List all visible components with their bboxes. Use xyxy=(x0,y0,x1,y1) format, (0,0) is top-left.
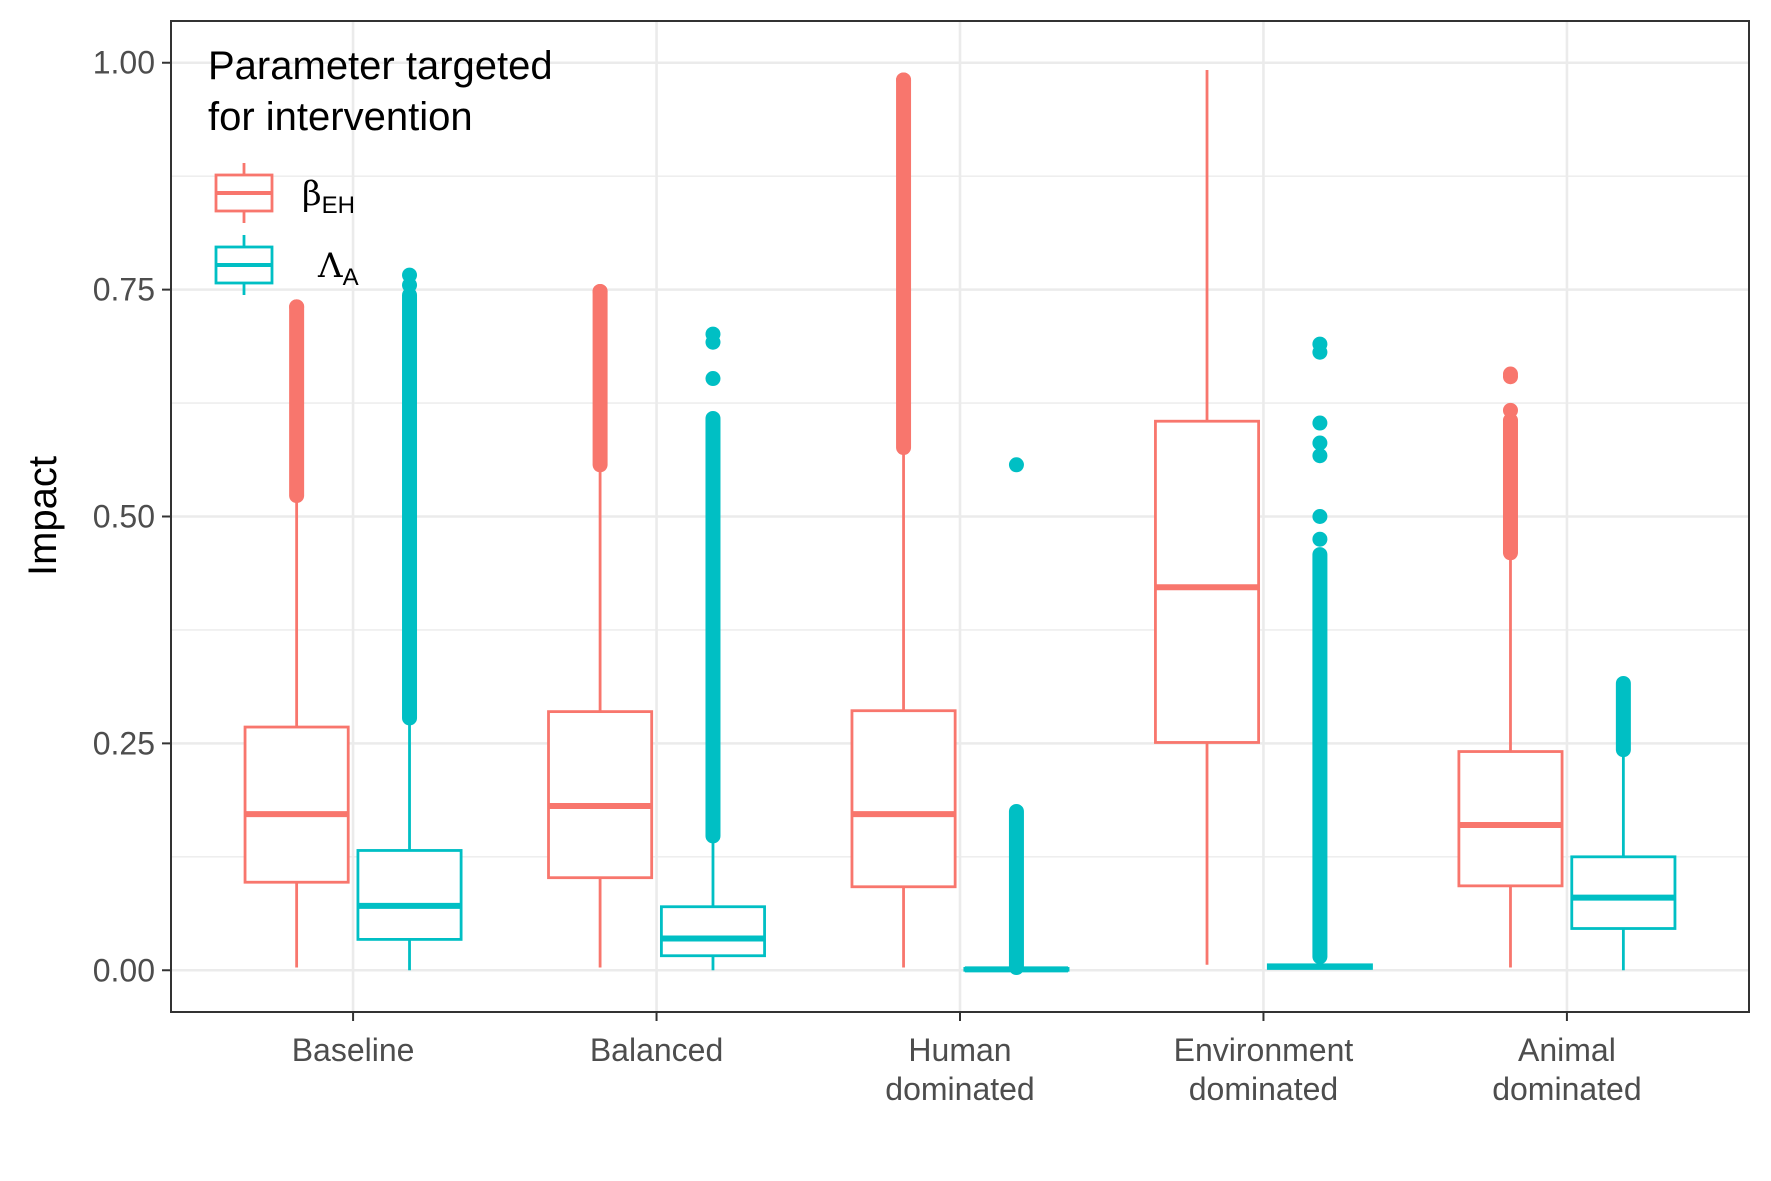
boxplot-0-1 xyxy=(547,283,654,968)
y-tick-label: 0.25 xyxy=(93,725,155,761)
outlier-point xyxy=(1502,366,1518,382)
outlier-point xyxy=(896,72,912,88)
outlier-point xyxy=(1312,448,1328,464)
y-tick-label: 0.75 xyxy=(93,272,155,308)
x-tick-label: Human xyxy=(908,1032,1011,1068)
boxplot-1-0 xyxy=(356,267,463,971)
boxplot-1-1 xyxy=(659,326,766,971)
outlier-point xyxy=(1312,435,1328,451)
outlier-point xyxy=(289,299,305,315)
legend-label: βEH xyxy=(302,174,355,219)
x-tick-label: Balanced xyxy=(590,1032,723,1068)
boxplot-0-3 xyxy=(1154,70,1261,965)
outlier-point xyxy=(1008,457,1024,473)
outlier-point xyxy=(1312,336,1328,352)
legend-title: Parameter targeted xyxy=(208,44,553,88)
iqr-box xyxy=(356,849,463,941)
x-tick-label: Baseline xyxy=(292,1032,415,1068)
y-axis-title: Impact xyxy=(21,456,65,576)
legend-key xyxy=(214,163,274,223)
boxplot-0-0 xyxy=(243,299,350,968)
x-tick-label: dominated xyxy=(1492,1071,1641,1107)
boxplot-1-2 xyxy=(963,457,1070,976)
boxes-layer xyxy=(243,70,1677,976)
boxplot-0-2 xyxy=(850,72,957,968)
iqr-box xyxy=(1570,855,1677,930)
y-tick-label: 1.00 xyxy=(93,45,155,81)
iqr-box xyxy=(1154,419,1261,744)
legend-symbol: β xyxy=(302,174,322,214)
x-tick-label: Animal xyxy=(1518,1032,1616,1068)
legend: Parameter targeted for intervention βEH ΛA xyxy=(208,44,553,295)
gridlines xyxy=(171,21,1749,1012)
boxplot-1-3 xyxy=(1266,336,1373,970)
boxplot-1-4 xyxy=(1570,675,1677,971)
outlier-point xyxy=(1312,509,1328,524)
iqr-box xyxy=(243,725,350,884)
outlier-point xyxy=(1312,531,1328,547)
iqr-box xyxy=(547,710,654,880)
outlier-point xyxy=(705,326,721,342)
x-tick-label: dominated xyxy=(885,1071,1034,1107)
legend-subscript: A xyxy=(343,264,359,291)
legend-label: ΛA xyxy=(317,246,359,291)
x-tick-label: Environment xyxy=(1174,1032,1354,1068)
outlier-point xyxy=(1502,402,1518,418)
legend-subscript: EH xyxy=(322,192,355,219)
boxplot-0-4 xyxy=(1457,366,1564,968)
axes-layer: 0.00 0.25 0.50 0.75 1.00 Baseline Balanced Huma… xyxy=(93,45,1642,1107)
iqr-box xyxy=(659,905,766,958)
x-tick-label: dominated xyxy=(1189,1071,1338,1107)
legend-symbol: Λ xyxy=(317,246,343,286)
legend-title: for intervention xyxy=(208,95,473,139)
y-tick-label: 0.00 xyxy=(93,952,155,988)
outlier-point xyxy=(1312,415,1328,431)
legend-key xyxy=(214,235,274,295)
iqr-box xyxy=(1457,750,1564,888)
outlier-point xyxy=(402,267,418,283)
outlier-point xyxy=(592,283,608,299)
iqr-box xyxy=(850,709,957,889)
y-tick-label: 0.50 xyxy=(93,499,155,535)
outlier-point xyxy=(705,371,721,387)
